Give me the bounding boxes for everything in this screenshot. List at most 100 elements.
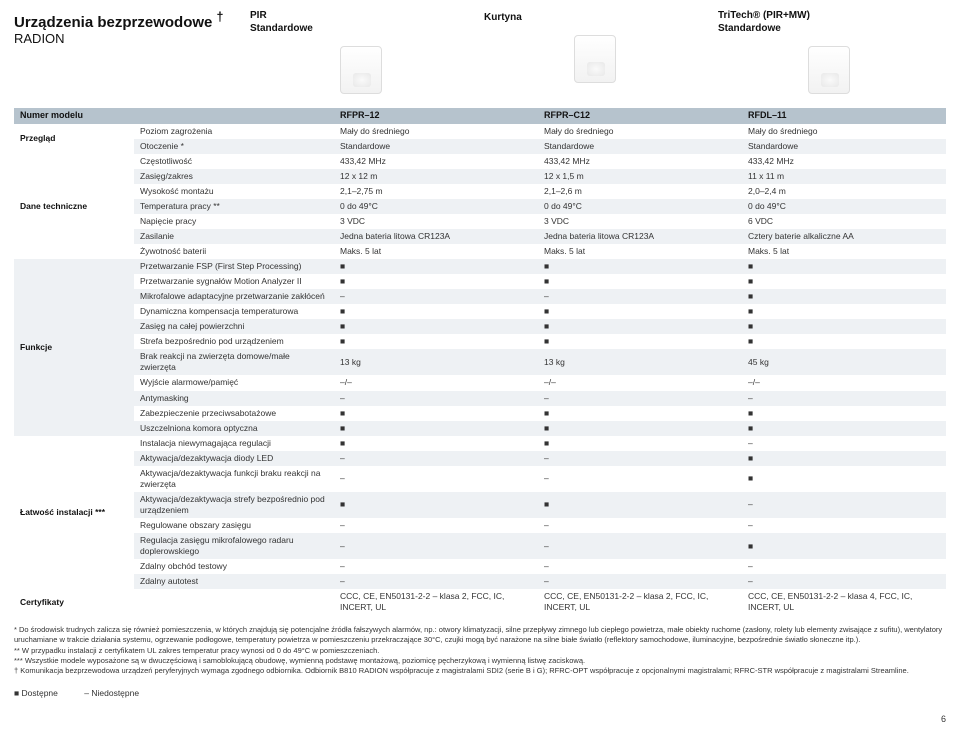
table-row: Mikrofalowe adaptacyjne przetwarzanie za… — [14, 289, 946, 304]
table-row: Przetwarzanie sygnałów Motion Analyzer I… — [14, 274, 946, 289]
sensor-icon — [574, 35, 616, 83]
attr-label: Uszczelniona komora optyczna — [134, 421, 334, 436]
value-cell: – — [538, 289, 742, 304]
attr-label: Temperatura pracy ** — [134, 199, 334, 214]
value-cell: Standardowe — [742, 139, 946, 154]
sensor-icon — [340, 46, 382, 94]
attr-label: Przetwarzanie FSP (First Step Processing… — [134, 259, 334, 274]
value-cell: –/– — [742, 375, 946, 390]
title-text: Urządzenia bezprzewodowe — [14, 14, 212, 31]
value-cell: ■ — [538, 274, 742, 289]
attr-label — [134, 589, 334, 615]
value-cell: Maks. 5 lat — [334, 244, 538, 259]
value-cell: – — [538, 533, 742, 559]
value-cell: Jedna bateria litowa CR123A — [538, 229, 742, 244]
value-cell: 13 kg — [334, 349, 538, 375]
value-cell: Cztery baterie alkaliczne AA — [742, 229, 946, 244]
attr-label: Antymasking — [134, 391, 334, 406]
legend: ■ Dostępne – Niedostępne — [14, 688, 946, 698]
value-cell: 2,1–2,75 m — [334, 184, 538, 199]
attr-label: Żywotność baterii — [134, 244, 334, 259]
model-name: RFPR–C12 — [538, 108, 742, 124]
value-cell: ■ — [334, 421, 538, 436]
value-cell: – — [334, 391, 538, 406]
value-cell: – — [742, 492, 946, 518]
product-image — [718, 40, 940, 100]
value-cell: ■ — [538, 304, 742, 319]
value-cell: Jedna bateria litowa CR123A — [334, 229, 538, 244]
category-sub: Standardowe — [718, 23, 940, 34]
page-number: 6 — [14, 714, 946, 724]
value-cell: ■ — [538, 492, 742, 518]
category-sub: Kurtyna — [484, 12, 706, 23]
value-cell: 433,42 MHz — [742, 154, 946, 169]
section-label: Łatwość instalacji *** — [14, 436, 134, 590]
value-cell: 3 VDC — [538, 214, 742, 229]
category-cell: Kurtyna — [478, 10, 712, 100]
table-row: ZasilanieJedna bateria litowa CR123AJedn… — [14, 229, 946, 244]
table-row: Zasięg/zakres12 x 12 m12 x 1,5 m11 x 11 … — [14, 169, 946, 184]
attr-label: Zdalny autotest — [134, 574, 334, 589]
section-label: Przegląd — [14, 124, 134, 154]
attr-label: Zasilanie — [134, 229, 334, 244]
model-name: RFDL–11 — [742, 108, 946, 124]
table-row: Zdalny obchód testowy––– — [14, 559, 946, 574]
value-cell: ■ — [538, 259, 742, 274]
legend-available: ■ Dostępne — [14, 688, 58, 698]
value-cell: – — [334, 466, 538, 492]
attr-label: Przetwarzanie sygnałów Motion Analyzer I… — [134, 274, 334, 289]
product-image — [250, 40, 472, 100]
category-cell: TriTech® (PIR+MW) Standardowe — [712, 10, 946, 100]
table-row: Otoczenie *StandardoweStandardoweStandar… — [14, 139, 946, 154]
page-title: Urządzenia bezprzewodowe † — [14, 10, 244, 31]
table-row: Uszczelniona komora optyczna■■■ — [14, 421, 946, 436]
value-cell: 6 VDC — [742, 214, 946, 229]
attr-label: Wysokość montażu — [134, 184, 334, 199]
value-cell: Maks. 5 lat — [742, 244, 946, 259]
value-cell: – — [334, 518, 538, 533]
value-cell: ■ — [538, 436, 742, 451]
footnote: * Do środowisk trudnych zalicza się równ… — [14, 625, 946, 645]
table-row: Brak reakcji na zwierzęta domowe/małe zw… — [14, 349, 946, 375]
attr-label: Zabezpieczenie przeciwsabotażowe — [134, 406, 334, 421]
value-cell: ■ — [334, 492, 538, 518]
value-cell: 0 do 49°C — [742, 199, 946, 214]
value-cell: –/– — [334, 375, 538, 390]
title-dagger: † — [217, 10, 224, 24]
value-cell: CCC, CE, EN50131-2-2 – klasa 2, FCC, IC,… — [538, 589, 742, 615]
attr-label: Zasięg/zakres — [134, 169, 334, 184]
value-cell: 433,42 MHz — [538, 154, 742, 169]
value-cell: –/– — [538, 375, 742, 390]
value-cell: – — [538, 518, 742, 533]
table-row: Zdalny autotest––– — [14, 574, 946, 589]
category-group: TriTech® (PIR+MW) — [718, 10, 940, 21]
table-row: Łatwość instalacji ***Instalacja niewyma… — [14, 436, 946, 451]
table-row: Dane techniczneCzęstotliwość433,42 MHz43… — [14, 154, 946, 169]
value-cell: Mały do średniego — [742, 124, 946, 139]
section-label: Funkcje — [14, 259, 134, 436]
attr-label: Napięcie pracy — [134, 214, 334, 229]
value-cell: 433,42 MHz — [334, 154, 538, 169]
attr-label: Dynamiczna kompensacja temperaturowa — [134, 304, 334, 319]
value-cell: – — [742, 574, 946, 589]
value-cell: – — [538, 574, 742, 589]
attr-label: Mikrofalowe adaptacyjne przetwarzanie za… — [134, 289, 334, 304]
page-header: Urządzenia bezprzewodowe † RADION PIR St… — [14, 10, 946, 100]
table-row: PrzeglądPoziom zagrożeniaMały do średnie… — [14, 124, 946, 139]
table-row: Aktywacja/dezaktywacja funkcji braku rea… — [14, 466, 946, 492]
table-row: FunkcjePrzetwarzanie FSP (First Step Pro… — [14, 259, 946, 274]
value-cell: ■ — [538, 334, 742, 349]
value-cell: ■ — [334, 319, 538, 334]
value-cell: ■ — [742, 304, 946, 319]
value-cell: 0 do 49°C — [334, 199, 538, 214]
value-cell: ■ — [742, 533, 946, 559]
attr-label: Wyjście alarmowe/pamięć — [134, 375, 334, 390]
table-row: Regulowane obszary zasięgu––– — [14, 518, 946, 533]
value-cell: Mały do średniego — [334, 124, 538, 139]
value-cell: – — [334, 574, 538, 589]
attr-label: Aktywacja/dezaktywacja diody LED — [134, 451, 334, 466]
footnote: ** W przypadku instalacji z certyfikatem… — [14, 646, 946, 656]
attr-label: Zasięg na całej powierzchni — [134, 319, 334, 334]
value-cell: – — [538, 559, 742, 574]
table-row: CertyfikatyCCC, CE, EN50131-2-2 – klasa … — [14, 589, 946, 615]
